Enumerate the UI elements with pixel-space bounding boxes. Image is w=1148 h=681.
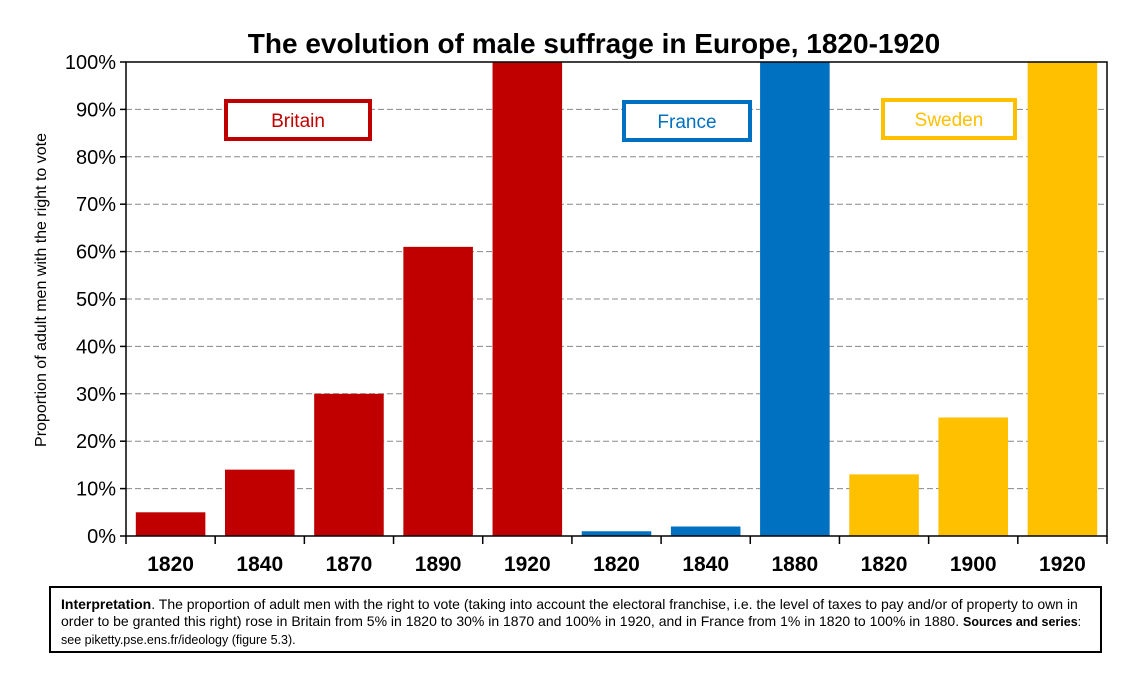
y-tick-label: 80% (76, 147, 116, 169)
interpretation-note: Interpretation. The proportion of adult … (49, 586, 1102, 653)
group-label-box-sweden (881, 98, 1017, 140)
y-tick-label: 30% (76, 384, 116, 406)
bar-sweden-1900 (938, 417, 1009, 536)
y-tick-label: 100% (65, 52, 116, 74)
group-label-box-france (622, 100, 752, 142)
y-tick-label: 0% (87, 526, 116, 548)
x-tick-label: 1920 (504, 553, 551, 576)
note-label-sources: Sources and series (963, 615, 1078, 629)
group-label-britain: Britain (271, 111, 325, 132)
x-tick-labels: 1820 1840 1870 1890 1920 1820 1840 1880 1820 1900… (125, 536, 1108, 576)
bar-britain-1890 (403, 246, 473, 537)
x-tick-label: 1890 (415, 553, 462, 576)
y-tick-labels: 0% 10% 20% 30% 40% 50% 60% 70% 80% 90% 100% (65, 52, 126, 548)
note-text-interpretation: . The proportion of adult men with the r… (61, 596, 1078, 629)
bar-france-1840 (670, 526, 741, 536)
y-tick-label: 60% (76, 242, 116, 264)
bar-sweden-1920 (1027, 62, 1098, 536)
y-tick-label: 70% (76, 194, 116, 216)
bar-france-1820 (581, 531, 652, 536)
group-label-box-britain (224, 99, 372, 141)
bar-britain-1840 (224, 469, 295, 536)
x-tick-label: 1870 (326, 553, 373, 576)
x-tick-label: 1900 (950, 553, 997, 576)
bars (135, 62, 1098, 537)
plot-frame (125, 61, 1108, 537)
chart: The evolution of male suffrage in Europe… (33, 28, 1108, 576)
note-text-sources: : see piketty.pse.ens.fr/ideology (figur… (61, 615, 1082, 647)
y-tick-label: 10% (76, 479, 116, 501)
x-tick-label: 1820 (147, 553, 194, 576)
group-label-france: France (657, 112, 716, 133)
group-labels: Britain France Sweden (224, 98, 1017, 142)
group-label-sweden: Sweden (915, 110, 984, 131)
y-tick-label: 50% (76, 289, 116, 311)
y-tick-label: 40% (76, 336, 116, 358)
x-tick-label: 1920 (1039, 553, 1086, 576)
y-axis-label: Proportion of adult men with the right t… (33, 133, 50, 447)
bar-sweden-1820 (849, 474, 919, 536)
x-tick-label: 1840 (682, 553, 729, 576)
y-tick-label: 90% (76, 99, 116, 121)
bar-britain-1920 (492, 62, 563, 536)
note-label-interpretation: Interpretation (61, 596, 152, 612)
x-tick-label: 1820 (861, 553, 908, 576)
chart-title: The evolution of male suffrage in Europe… (248, 28, 940, 59)
x-tick-label: 1820 (593, 553, 640, 576)
bar-france-1880 (760, 62, 830, 536)
bar-britain-1870 (314, 393, 384, 536)
y-tick-label: 20% (76, 431, 116, 453)
x-tick-label: 1840 (236, 553, 283, 576)
bar-britain-1820 (135, 512, 206, 536)
x-tick-label: 1880 (772, 553, 819, 576)
